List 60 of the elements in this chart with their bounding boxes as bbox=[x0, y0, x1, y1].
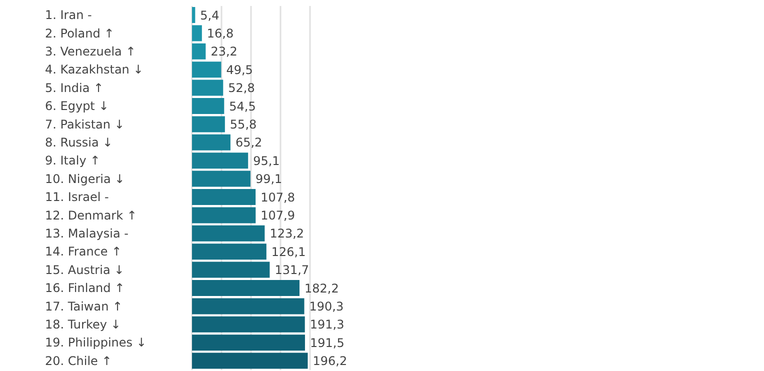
data-label: 65,2 bbox=[235, 136, 262, 150]
data-label: 123,2 bbox=[270, 226, 304, 241]
data-label: 23,2 bbox=[210, 44, 238, 59]
y-tick-label: 1. Iran - bbox=[45, 8, 92, 22]
bar bbox=[192, 98, 224, 114]
bar bbox=[192, 316, 305, 332]
data-label: 191,3 bbox=[310, 318, 344, 332]
y-tick-label: 18. Turkey ↓ bbox=[45, 318, 121, 332]
y-tick-label: 7. Pakistan ↓ bbox=[45, 117, 124, 132]
data-label: 107,9 bbox=[260, 208, 296, 222]
y-tick-label: 17. Taiwan ↑ bbox=[45, 299, 123, 314]
data-label: 190,3 bbox=[309, 299, 344, 314]
bar bbox=[192, 189, 256, 205]
data-label: 182,2 bbox=[304, 281, 339, 296]
y-tick-label: 5. India ↑ bbox=[45, 80, 104, 95]
data-label: 95,1 bbox=[253, 154, 280, 168]
y-tick-label: 3. Venezuela ↑ bbox=[45, 44, 136, 58]
y-tick-label: 9. Italy ↑ bbox=[45, 154, 100, 168]
bar bbox=[192, 134, 230, 150]
y-tick-label: 13. Malaysia - bbox=[45, 226, 128, 240]
y-tick-label: 15. Austria ↓ bbox=[45, 262, 124, 277]
data-label: 126,1 bbox=[271, 244, 306, 259]
data-label: 54,5 bbox=[229, 99, 256, 114]
data-label: 191,5 bbox=[310, 336, 344, 350]
bar bbox=[192, 225, 265, 242]
y-tick-label: 6. Egypt ↓ bbox=[45, 99, 109, 114]
bar bbox=[192, 334, 305, 351]
bar bbox=[192, 262, 270, 278]
y-tick-label: 20. Chile ↑ bbox=[45, 354, 112, 368]
bar bbox=[192, 298, 304, 314]
bar bbox=[192, 170, 250, 187]
data-label: 196,2 bbox=[312, 354, 348, 368]
y-tick-label: 10. Nigeria ↓ bbox=[45, 172, 125, 186]
bar bbox=[192, 352, 308, 369]
y-tick-label: 14. France ↑ bbox=[45, 244, 122, 259]
bar bbox=[192, 62, 222, 78]
bar bbox=[192, 244, 266, 260]
y-tick-label: 8. Russia ↓ bbox=[45, 136, 113, 150]
y-tick-label: 16. Finland ↑ bbox=[45, 281, 125, 296]
data-label: 99,1 bbox=[255, 172, 282, 186]
data-label: 16,8 bbox=[206, 26, 234, 40]
data-label: 49,5 bbox=[226, 62, 253, 77]
y-tick-label: 2. Poland ↑ bbox=[45, 26, 114, 40]
bar bbox=[192, 152, 248, 169]
bar bbox=[192, 7, 196, 23]
bar bbox=[192, 116, 225, 132]
y-tick-label: 12. Denmark ↑ bbox=[45, 208, 137, 222]
data-label: 131,7 bbox=[274, 263, 310, 278]
data-label: 52,8 bbox=[228, 81, 255, 96]
y-tick-label: 4. Kazakhstan ↓ bbox=[45, 62, 144, 77]
data-label: 55,8 bbox=[230, 117, 257, 132]
data-label: 107,8 bbox=[260, 190, 295, 204]
data-label: 5,4 bbox=[200, 8, 220, 22]
bar bbox=[192, 25, 202, 42]
y-tick-label: 19. Philippines ↓ bbox=[45, 336, 146, 350]
bar bbox=[192, 207, 256, 224]
y-tick-label: 11. Israel - bbox=[45, 190, 109, 204]
bar bbox=[192, 280, 300, 296]
bar bbox=[192, 43, 206, 60]
bar bbox=[192, 80, 224, 96]
